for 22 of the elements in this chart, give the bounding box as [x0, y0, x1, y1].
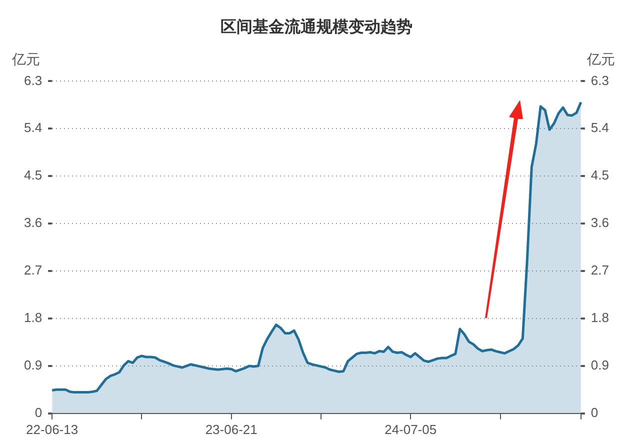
y2-tick-label: 0.9 — [590, 358, 610, 373]
y2-tick-label: 5.4 — [590, 120, 610, 136]
y2-tick-label: 3.6 — [590, 215, 610, 230]
y-tick-label: 6.3 — [24, 72, 42, 88]
y2-tick-label: 2.7 — [590, 262, 610, 278]
x-tick-label: 24-07-05 — [384, 422, 437, 437]
y-tick-label: 5.4 — [24, 120, 42, 136]
chart-title: 区间基金流通规模变动趋势 — [220, 17, 412, 36]
y2-tick-label: 0 — [590, 404, 598, 420]
y-tick-label: 4.5 — [24, 168, 42, 183]
x-tick-label: 22-06-13 — [26, 422, 78, 437]
y2-tick-label: 6.3 — [590, 72, 610, 88]
y-tick-label: 0 — [34, 404, 42, 420]
y2-tick-label: 1.8 — [590, 310, 610, 326]
y-tick-label: 0.9 — [24, 358, 42, 373]
x-tick-label: 23-06-21 — [205, 422, 258, 437]
y-tick-label: 1.8 — [24, 310, 42, 326]
y2-axis-title: 亿元 — [586, 51, 615, 68]
y-axis-title: 亿元 — [11, 51, 40, 68]
y-tick-label: 2.7 — [24, 262, 42, 278]
y2-tick-label: 4.5 — [590, 168, 610, 183]
y-tick-label: 3.6 — [24, 215, 42, 230]
